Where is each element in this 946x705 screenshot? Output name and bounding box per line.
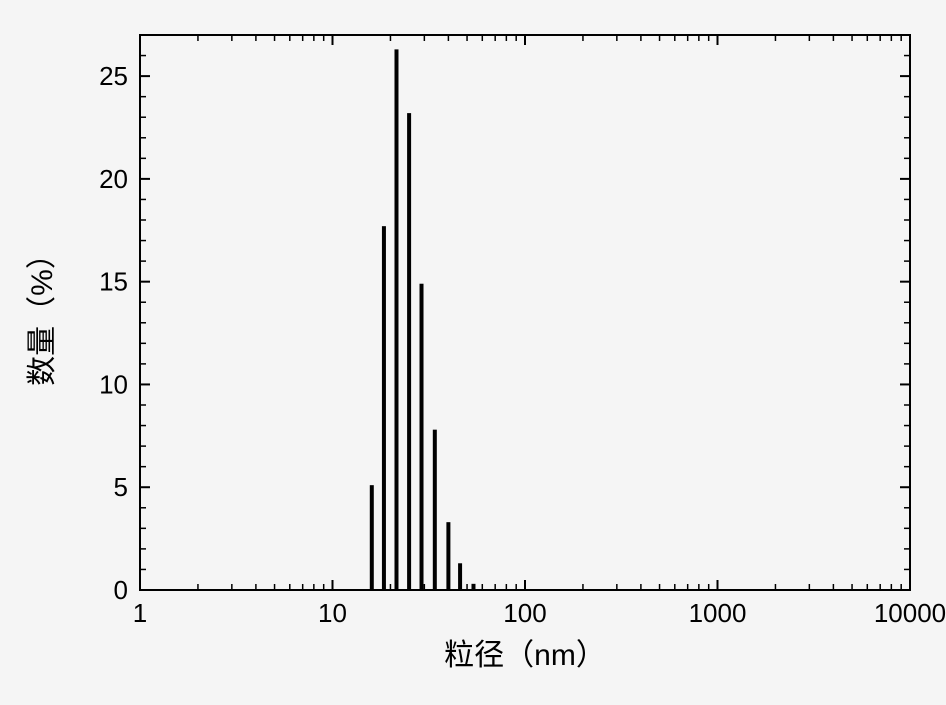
- chart-container: 0 5 10 15 20 25 1 10 100 1000 10000 粒径（nm） 数量（%）: [0, 0, 946, 705]
- chart-svg: 0 5 10 15 20 25 1 10 100 1000 10000 粒径（nm） 数量（%）: [0, 0, 946, 705]
- bar: [433, 430, 437, 590]
- x-tick-label: 10: [318, 598, 347, 628]
- bar: [458, 563, 462, 590]
- y-tick-label: 10: [99, 369, 128, 399]
- y-tick-label: 0: [114, 575, 128, 605]
- x-axis-label: 粒径（nm）: [444, 639, 606, 672]
- y-tick-label: 15: [99, 267, 128, 297]
- y-tick-label: 20: [99, 164, 128, 194]
- bar: [394, 49, 398, 590]
- x-tick-label: 10000: [874, 598, 946, 628]
- y-tick-label: 5: [114, 472, 128, 502]
- bar: [420, 284, 424, 590]
- y-tick-label: 25: [99, 61, 128, 91]
- bar: [407, 113, 411, 590]
- bar: [382, 226, 386, 590]
- bar: [471, 584, 475, 590]
- x-tick-label: 1000: [689, 598, 747, 628]
- bar: [370, 485, 374, 590]
- bar: [446, 522, 450, 590]
- x-tick-label: 1: [133, 598, 147, 628]
- y-axis-label: 数量（%）: [26, 239, 59, 386]
- x-tick-label: 100: [503, 598, 546, 628]
